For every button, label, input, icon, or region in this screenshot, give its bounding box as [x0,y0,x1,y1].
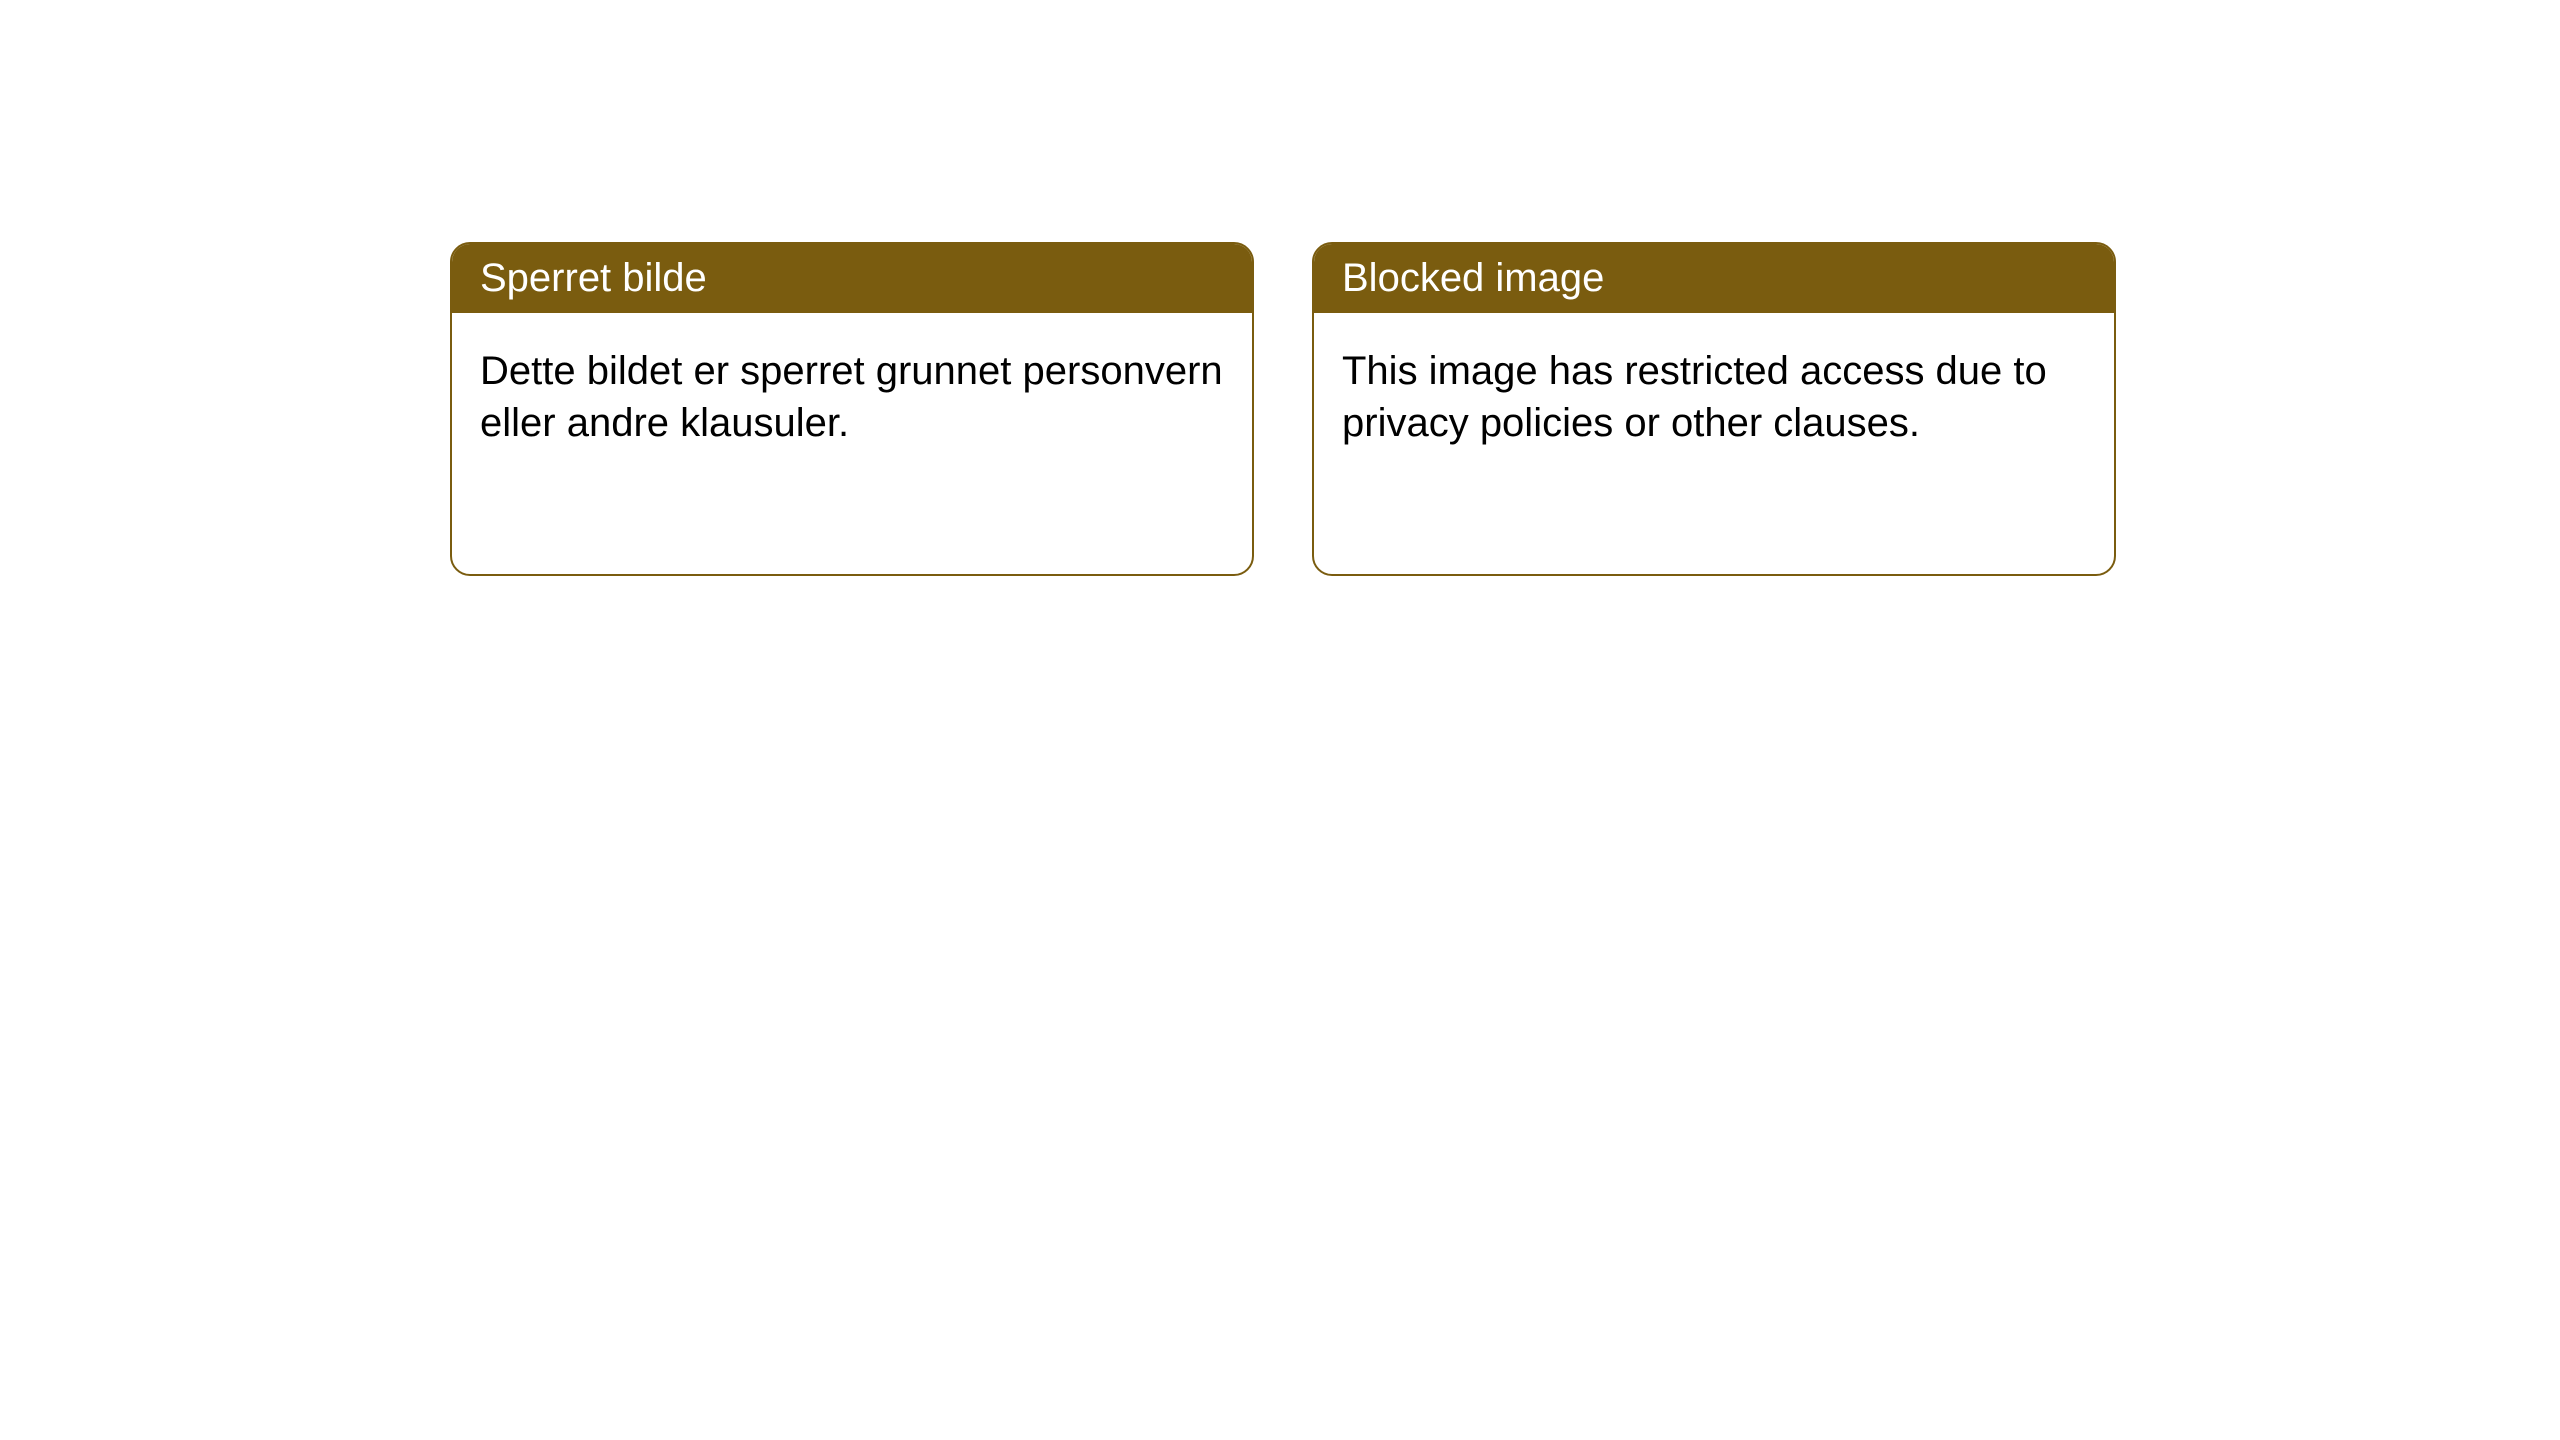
notice-body-en: This image has restricted access due to … [1314,313,2114,481]
notice-header-no: Sperret bilde [452,244,1252,313]
notice-card-no: Sperret bilde Dette bildet er sperret gr… [450,242,1254,576]
notice-header-en: Blocked image [1314,244,2114,313]
notice-body-no: Dette bildet er sperret grunnet personve… [452,313,1252,481]
notice-container: Sperret bilde Dette bildet er sperret gr… [450,242,2116,576]
notice-card-en: Blocked image This image has restricted … [1312,242,2116,576]
